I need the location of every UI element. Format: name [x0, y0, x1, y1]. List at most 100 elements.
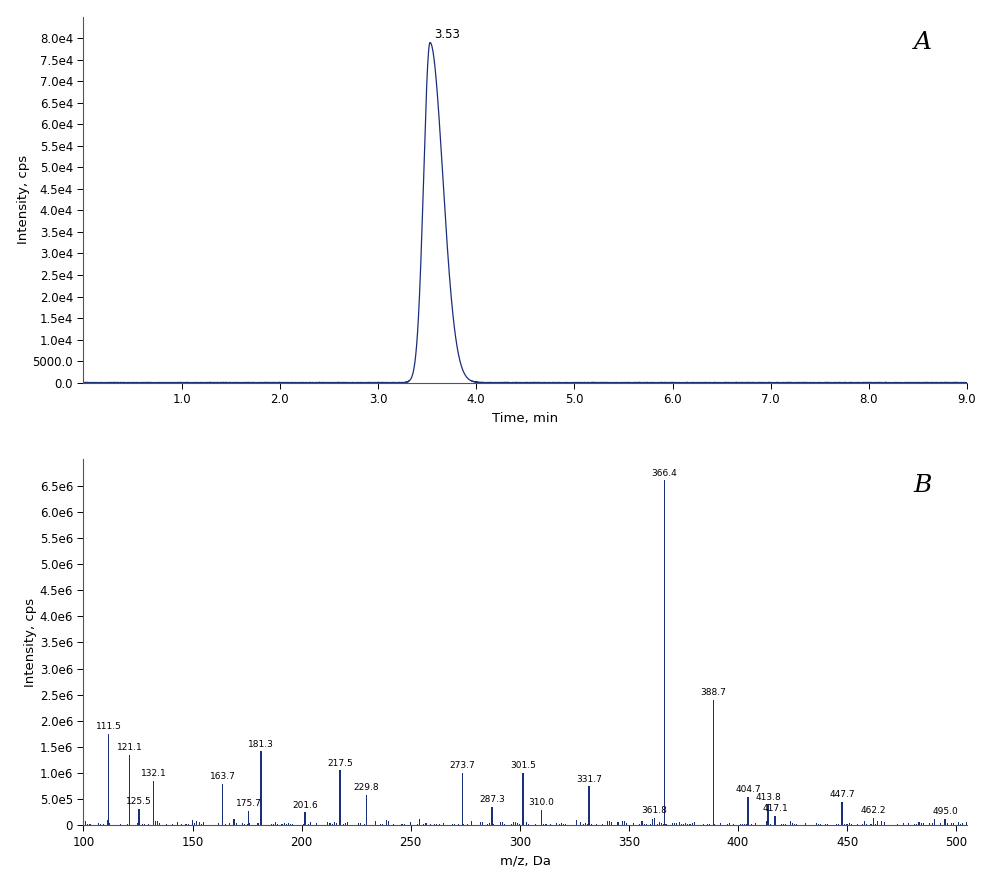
Bar [871, 824, 872, 826]
Bar [229, 823, 230, 826]
Bar [462, 774, 463, 826]
Bar [866, 824, 867, 826]
Bar [388, 820, 389, 826]
Bar [430, 824, 431, 826]
Bar [87, 824, 88, 826]
Bar [674, 823, 675, 826]
Bar [664, 480, 665, 826]
Bar [528, 824, 529, 826]
Bar [499, 822, 500, 826]
Bar [248, 811, 249, 826]
Bar [915, 824, 916, 826]
Bar [713, 700, 714, 826]
Bar [846, 825, 848, 826]
Bar [751, 825, 752, 826]
Bar [259, 824, 261, 826]
Text: 413.8: 413.8 [756, 793, 780, 802]
Bar [515, 822, 516, 826]
Bar [401, 824, 402, 826]
Bar [347, 822, 348, 826]
Text: 181.3: 181.3 [248, 740, 274, 749]
Bar [929, 823, 930, 826]
Bar [919, 822, 920, 826]
Bar [944, 819, 946, 826]
Bar [897, 824, 898, 826]
Bar [504, 824, 505, 826]
Bar [235, 823, 236, 826]
Bar [221, 783, 223, 826]
Text: 388.7: 388.7 [700, 689, 726, 697]
Bar [882, 820, 883, 826]
Bar [375, 821, 376, 826]
Text: 495.0: 495.0 [932, 807, 958, 816]
Bar [364, 825, 365, 826]
Bar [940, 823, 941, 826]
Bar [199, 822, 200, 826]
Bar [727, 824, 728, 826]
Text: 217.5: 217.5 [327, 758, 353, 768]
Bar [576, 820, 577, 826]
Text: 404.7: 404.7 [736, 785, 761, 794]
Bar [838, 824, 839, 826]
Bar [816, 823, 817, 826]
Bar [864, 821, 865, 826]
Bar [794, 824, 795, 826]
Bar [452, 824, 453, 826]
Bar [849, 823, 850, 826]
Bar [439, 824, 440, 826]
Bar [166, 824, 167, 826]
Bar [729, 823, 730, 826]
Bar [181, 824, 182, 826]
Bar [933, 819, 934, 826]
Bar [203, 822, 204, 826]
Bar [85, 821, 86, 826]
Text: 287.3: 287.3 [480, 796, 505, 804]
Bar [545, 824, 546, 826]
Bar [944, 821, 945, 826]
Bar [676, 822, 677, 826]
Bar [744, 824, 745, 826]
Text: 121.1: 121.1 [116, 743, 142, 752]
Bar [947, 823, 948, 826]
Bar [188, 824, 189, 826]
Bar [672, 823, 673, 826]
Text: 361.8: 361.8 [641, 806, 667, 815]
Bar [922, 823, 923, 826]
Bar [489, 823, 490, 826]
Bar [550, 824, 551, 826]
Bar [561, 823, 562, 826]
Bar [155, 821, 156, 826]
Bar [480, 822, 481, 826]
Bar [467, 824, 468, 826]
Bar [541, 824, 542, 826]
Bar [844, 824, 845, 826]
Bar [89, 824, 90, 826]
Text: B: B [914, 474, 931, 497]
Bar [627, 823, 628, 826]
Bar [248, 823, 250, 826]
Text: 447.7: 447.7 [829, 790, 855, 799]
Bar [292, 824, 294, 826]
Bar [310, 822, 311, 826]
Bar [126, 824, 128, 826]
Bar [713, 824, 715, 826]
Bar [755, 823, 756, 826]
Bar [746, 824, 747, 826]
Text: 3.53: 3.53 [434, 27, 460, 41]
Bar [519, 824, 520, 826]
Bar [332, 824, 333, 826]
Bar [749, 820, 750, 826]
Bar [917, 824, 918, 826]
Bar [224, 824, 225, 826]
Bar [588, 786, 590, 826]
Bar [98, 822, 99, 826]
Text: 163.7: 163.7 [210, 772, 235, 781]
Bar [875, 824, 876, 826]
Bar [663, 824, 664, 826]
Bar [611, 822, 612, 826]
Bar [109, 823, 110, 826]
Bar [583, 824, 584, 826]
Bar [877, 821, 878, 826]
Bar [526, 822, 527, 826]
Bar [273, 824, 274, 826]
